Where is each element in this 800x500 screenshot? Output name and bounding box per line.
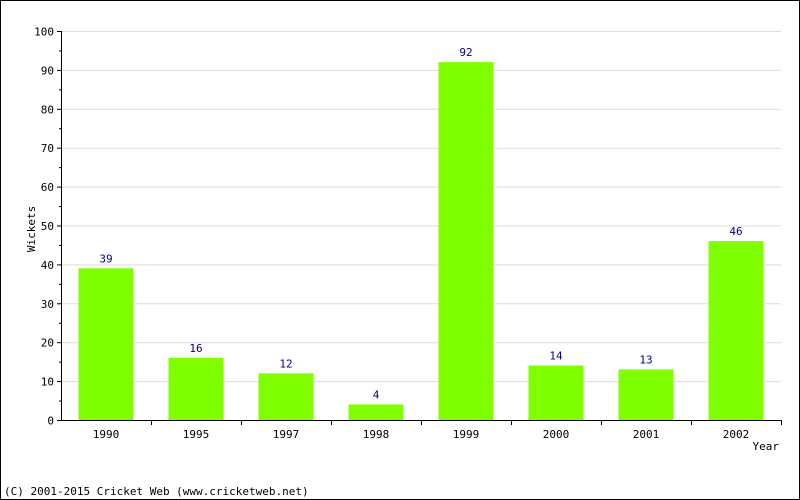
bar: [618, 369, 674, 420]
bar: [708, 241, 764, 420]
axes: [57, 31, 782, 425]
x-tick-label: 2001: [633, 428, 660, 441]
x-tick-label: 1997: [273, 428, 300, 441]
data-label: 39: [99, 252, 112, 265]
y-tick-label: 20: [41, 337, 54, 350]
y-tick-label: 60: [41, 181, 54, 194]
data-label: 4: [373, 388, 380, 401]
y-tick-label: 50: [41, 220, 54, 233]
bar: [348, 404, 404, 420]
data-label: 16: [189, 342, 202, 355]
data-label: 14: [549, 350, 563, 363]
y-tick-label: 90: [41, 64, 54, 77]
bar: [168, 357, 224, 420]
data-labels: 39 16 12 4 92 14 13 46: [99, 46, 742, 401]
x-tick-label: 2000: [543, 428, 570, 441]
bar: [438, 62, 494, 421]
copyright-footer: (C) 2001-2015 Cricket Web (www.cricketwe…: [4, 485, 309, 498]
x-axis-title: Year: [753, 440, 780, 453]
y-tick-labels: 0 10 20 30 40 50 60 70 80 90 100: [34, 26, 54, 428]
bar: [258, 373, 314, 420]
x-tick-label: 1999: [453, 428, 480, 441]
data-label: 12: [279, 357, 292, 370]
data-label: 13: [639, 353, 652, 366]
data-label: 92: [459, 46, 472, 59]
y-tick-label: 10: [41, 376, 54, 389]
x-tick-label: 1995: [183, 428, 210, 441]
y-tick-label: 100: [34, 26, 54, 39]
y-tick-label: 80: [41, 103, 54, 116]
bar: [78, 268, 134, 420]
bars: [78, 62, 764, 421]
bar: [528, 365, 584, 420]
x-tick-label: 2002: [723, 428, 750, 441]
y-tick-label: 30: [41, 298, 54, 311]
data-label: 46: [729, 225, 742, 238]
grid-lines: [61, 31, 781, 383]
y-tick-label: 70: [41, 142, 54, 155]
x-tick-label: 1998: [363, 428, 390, 441]
y-axis-title: Wickets: [25, 206, 38, 252]
x-tick-label: 1990: [93, 428, 120, 441]
y-tick-label: 40: [41, 259, 54, 272]
y-tick-label: 0: [47, 415, 54, 428]
x-tick-labels: 1990 1995 1997 1998 1999 2000 2001 2002: [93, 428, 750, 441]
